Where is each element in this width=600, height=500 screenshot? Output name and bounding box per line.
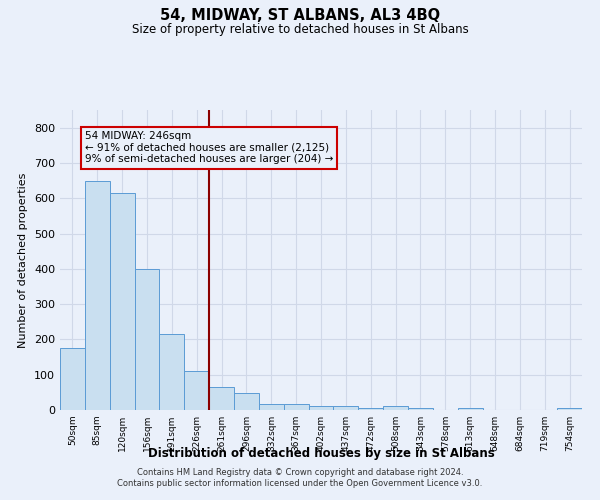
Bar xyxy=(259,404,284,410)
Y-axis label: Number of detached properties: Number of detached properties xyxy=(19,172,28,348)
Bar xyxy=(383,406,408,410)
Bar xyxy=(334,406,358,410)
Text: 54 MIDWAY: 246sqm
← 91% of detached houses are smaller (2,125)
9% of semi-detach: 54 MIDWAY: 246sqm ← 91% of detached hous… xyxy=(85,131,333,164)
Text: Contains HM Land Registry data © Crown copyright and database right 2024.
Contai: Contains HM Land Registry data © Crown c… xyxy=(118,468,482,487)
Bar xyxy=(160,334,184,410)
Bar xyxy=(60,348,85,410)
Bar xyxy=(284,404,308,410)
Bar xyxy=(184,371,209,410)
Bar xyxy=(85,180,110,410)
Bar xyxy=(358,408,383,410)
Bar xyxy=(234,393,259,410)
Bar xyxy=(557,408,582,410)
Bar xyxy=(134,269,160,410)
Text: Distribution of detached houses by size in St Albans: Distribution of detached houses by size … xyxy=(148,448,494,460)
Bar xyxy=(308,406,334,410)
Text: Size of property relative to detached houses in St Albans: Size of property relative to detached ho… xyxy=(131,22,469,36)
Bar xyxy=(458,408,482,410)
Bar xyxy=(110,193,134,410)
Bar xyxy=(209,387,234,410)
Text: 54, MIDWAY, ST ALBANS, AL3 4BQ: 54, MIDWAY, ST ALBANS, AL3 4BQ xyxy=(160,8,440,22)
Bar xyxy=(408,408,433,410)
